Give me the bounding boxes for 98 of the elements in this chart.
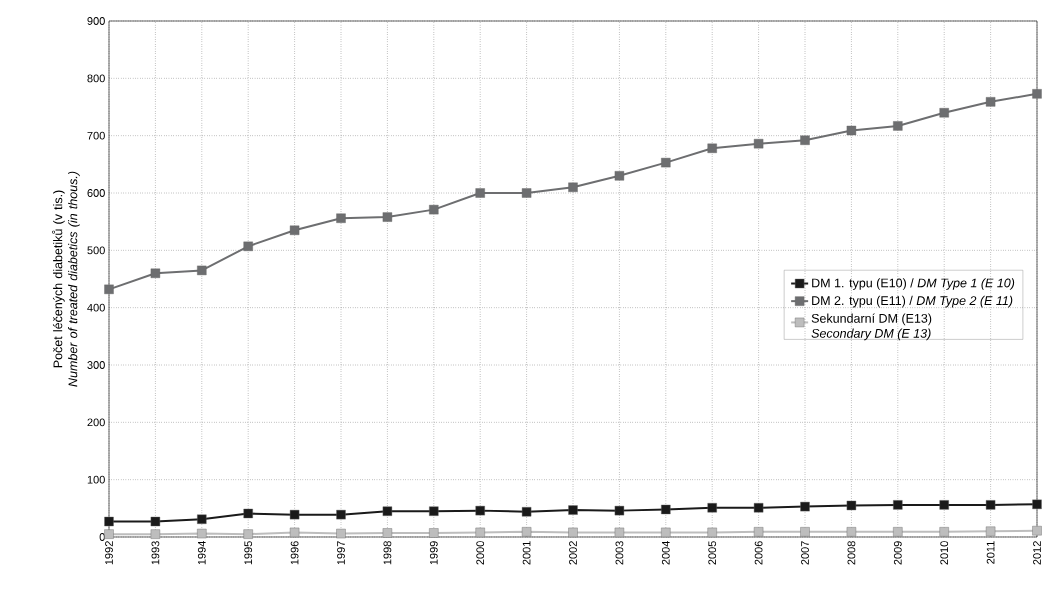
x-tick-label: 2009 <box>893 541 902 565</box>
point <box>939 500 949 510</box>
point <box>429 506 439 516</box>
point <box>475 505 485 516</box>
y-axis-title: Počet léčených diabetiků (v tis.) Number of treated diabetics (in thous.) <box>52 171 80 387</box>
y-tick-label: 100 <box>87 475 105 484</box>
point <box>800 527 810 537</box>
point <box>382 212 393 222</box>
legend-label: DM 2. typu (E11) / DM Type 2 (E 11) <box>812 295 1013 308</box>
x-tick-label: 2007 <box>801 541 809 565</box>
y-tick-label: 600 <box>87 189 105 197</box>
point <box>800 501 810 512</box>
x-tick-label: 2004 <box>661 541 670 565</box>
y-tick-label: 700 <box>87 131 105 140</box>
x-tick-label: 2005 <box>708 541 717 565</box>
point <box>893 500 903 510</box>
y-tick-label: 400 <box>87 303 105 312</box>
point <box>336 509 346 520</box>
point <box>104 529 114 539</box>
x-tick-label: 2000 <box>476 541 485 565</box>
x-tick-label: 2008 <box>847 541 856 565</box>
point <box>150 529 161 539</box>
point <box>289 509 300 520</box>
point <box>661 504 671 515</box>
point <box>707 527 717 538</box>
point <box>521 507 532 517</box>
point <box>429 528 439 538</box>
x-tick-label: 2010 <box>940 541 949 565</box>
point <box>197 265 207 276</box>
point <box>800 135 810 145</box>
point <box>939 527 949 537</box>
point <box>150 268 161 278</box>
y-tick-label: 900 <box>87 17 105 25</box>
point <box>1032 526 1042 536</box>
point <box>1032 499 1042 510</box>
point <box>243 241 253 252</box>
point <box>985 526 996 536</box>
x-tick-label: 1997 <box>337 541 345 565</box>
x-tick-label: 1993 <box>151 541 160 565</box>
x-tick-label: 1996 <box>290 541 299 565</box>
point <box>104 284 114 295</box>
point <box>197 514 207 524</box>
point <box>568 527 578 538</box>
y-tick-label: 300 <box>87 361 105 369</box>
x-tick-label: 2001 <box>522 541 531 565</box>
point <box>1032 89 1042 99</box>
point <box>753 503 764 513</box>
point <box>475 527 485 538</box>
point <box>707 143 717 153</box>
point <box>382 528 393 538</box>
x-tick-label: 2006 <box>754 541 763 565</box>
x-tick-label: 2003 <box>615 541 624 565</box>
point <box>614 171 625 181</box>
point <box>289 527 300 538</box>
x-tick-label: 2011 <box>986 541 995 564</box>
point <box>104 516 114 527</box>
point <box>289 225 300 235</box>
point <box>661 527 671 538</box>
y-tick-label: 500 <box>87 246 105 255</box>
point <box>521 527 532 537</box>
y-tick-label: 0 <box>99 533 105 541</box>
point <box>846 527 857 537</box>
legend-label: Sekundarní DM (E13) Secondary DM (E 13) <box>811 313 932 341</box>
point <box>985 500 996 510</box>
point <box>985 97 996 107</box>
legend-label: DM 1. typu (E10) / DM Type 1 (E 10) <box>812 278 1015 290</box>
point <box>614 505 625 516</box>
point <box>150 516 161 527</box>
point <box>846 125 857 136</box>
point <box>243 508 253 519</box>
point <box>707 503 717 513</box>
point <box>336 528 346 539</box>
x-tick-label: 1999 <box>429 541 438 565</box>
point <box>475 188 485 198</box>
point <box>568 505 578 515</box>
point <box>846 500 857 511</box>
point <box>893 527 903 537</box>
point <box>521 188 532 198</box>
point <box>429 204 439 215</box>
x-tick-label: 2012 <box>1033 541 1041 565</box>
x-tick-label: 1992 <box>105 541 113 565</box>
point <box>568 182 578 192</box>
y-tick-label: 200 <box>87 418 105 427</box>
x-tick-label: 1998 <box>383 541 392 565</box>
point <box>939 108 949 118</box>
point <box>753 139 764 149</box>
point <box>336 213 346 223</box>
point <box>382 506 393 516</box>
point <box>893 121 903 131</box>
point <box>614 527 625 538</box>
point <box>197 528 207 539</box>
point <box>661 157 671 168</box>
x-tick-label: 1995 <box>244 541 253 565</box>
point <box>243 529 253 539</box>
x-tick-label: 2002 <box>569 541 577 565</box>
point <box>753 527 764 537</box>
x-tick-label: 1994 <box>197 541 206 565</box>
y-tick-label: 800 <box>87 74 105 83</box>
